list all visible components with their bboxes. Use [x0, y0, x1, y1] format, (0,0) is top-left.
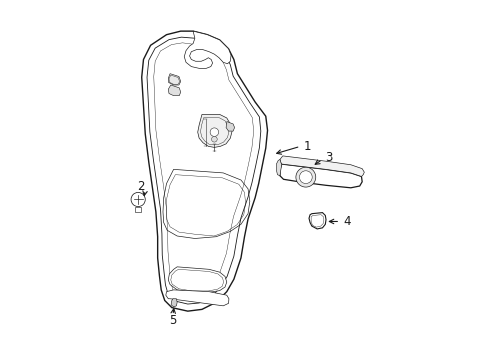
- Polygon shape: [171, 299, 177, 307]
- Polygon shape: [168, 74, 181, 85]
- Polygon shape: [168, 85, 181, 96]
- Polygon shape: [168, 267, 226, 292]
- Text: 3: 3: [325, 151, 332, 164]
- Polygon shape: [276, 159, 281, 176]
- Polygon shape: [142, 31, 267, 311]
- Text: 2: 2: [137, 180, 144, 193]
- Polygon shape: [308, 213, 325, 229]
- Circle shape: [211, 136, 217, 142]
- Polygon shape: [279, 156, 364, 176]
- Text: 4: 4: [343, 215, 350, 228]
- Polygon shape: [184, 31, 230, 68]
- Polygon shape: [135, 207, 141, 212]
- Polygon shape: [225, 122, 234, 131]
- Polygon shape: [279, 164, 362, 188]
- Circle shape: [295, 167, 315, 187]
- Text: 1: 1: [304, 140, 311, 153]
- Text: 5: 5: [169, 314, 176, 327]
- Polygon shape: [165, 290, 228, 306]
- Circle shape: [210, 128, 218, 136]
- Circle shape: [131, 192, 145, 207]
- Polygon shape: [197, 114, 232, 147]
- Circle shape: [299, 171, 311, 184]
